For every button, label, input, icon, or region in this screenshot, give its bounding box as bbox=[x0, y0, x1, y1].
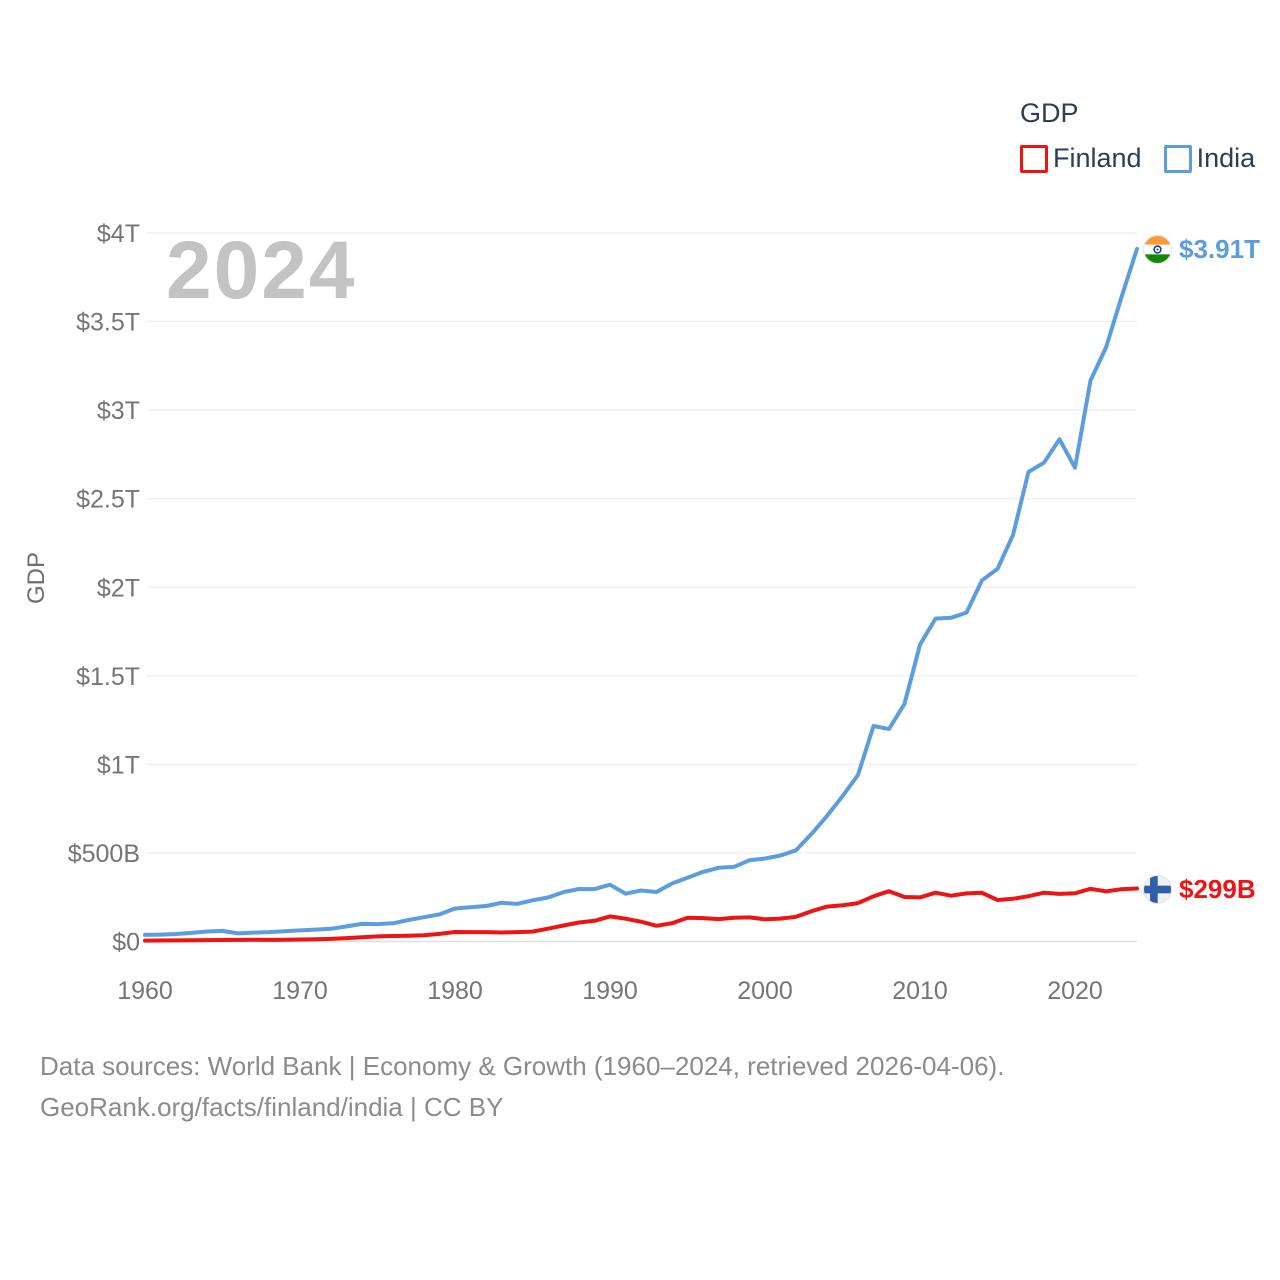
svg-text:1970: 1970 bbox=[272, 977, 328, 1005]
chart-legend: GDP Finland India bbox=[1020, 98, 1255, 174]
georank-credit-line: GeoRank.org/facts/finland/india | CC BY bbox=[40, 1092, 504, 1122]
legend-label-india: India bbox=[1196, 143, 1256, 173]
svg-text:$2T: $2T bbox=[97, 574, 140, 602]
finland-end-value: $299B bbox=[1179, 873, 1256, 904]
finland-flag-icon bbox=[1143, 874, 1172, 904]
legend-label-finland: Finland bbox=[1053, 143, 1142, 173]
india-flag-icon bbox=[1143, 234, 1172, 264]
svg-text:1990: 1990 bbox=[582, 977, 638, 1005]
india-swatch-icon[interactable] bbox=[1163, 144, 1192, 173]
svg-text:$500B: $500B bbox=[68, 840, 140, 868]
finland-line[interactable] bbox=[143, 886, 1139, 943]
svg-text:$3T: $3T bbox=[97, 397, 140, 425]
finland-swatch-icon[interactable] bbox=[1020, 144, 1048, 173]
svg-text:$0: $0 bbox=[112, 929, 140, 957]
legend-item-india[interactable]: India bbox=[1163, 143, 1256, 174]
legend-title: GDP bbox=[1020, 98, 1079, 128]
india-end-value: $3.91T bbox=[1179, 233, 1260, 264]
svg-text:$4T: $4T bbox=[97, 220, 140, 248]
svg-text:2010: 2010 bbox=[892, 977, 948, 1005]
data-sources-line: Data sources: World Bank | Economy & Gro… bbox=[40, 1051, 1005, 1081]
svg-text:2000: 2000 bbox=[737, 977, 793, 1005]
svg-text:1960: 1960 bbox=[117, 977, 173, 1005]
svg-text:$2.5T: $2.5T bbox=[76, 486, 140, 514]
attribution-footer: Data sources: World Bank | Economy & Gro… bbox=[40, 1046, 1004, 1128]
india-end-label: $3.91T bbox=[1143, 234, 1260, 265]
gridlines bbox=[147, 232, 1137, 943]
x-tick-labels: 1960 1970 1980 1990 2000 2010 2020 bbox=[117, 977, 1103, 1005]
svg-text:1980: 1980 bbox=[427, 977, 483, 1005]
legend-item-finland[interactable]: Finland bbox=[1020, 143, 1142, 174]
gdp-chart: $0$500B$1T$1.5T$2T$2.5T$3T$3.5T$4T 1960 1… bbox=[23, 220, 1139, 1005]
india-line[interactable] bbox=[143, 246, 1139, 937]
finland-end-label: $299B bbox=[1143, 874, 1256, 905]
year-watermark: 2024 bbox=[166, 225, 357, 316]
svg-text:$1.5T: $1.5T bbox=[76, 663, 140, 691]
svg-text:2020: 2020 bbox=[1047, 977, 1103, 1005]
svg-text:$1T: $1T bbox=[97, 751, 140, 779]
series-lines bbox=[143, 246, 1139, 943]
svg-text:$3.5T: $3.5T bbox=[76, 309, 140, 337]
y-tick-labels: $0 $500B $1T $1.5T $2T $2.5T $3T $3.5T $4T bbox=[68, 220, 140, 957]
y-axis-title: GDP bbox=[23, 552, 50, 604]
